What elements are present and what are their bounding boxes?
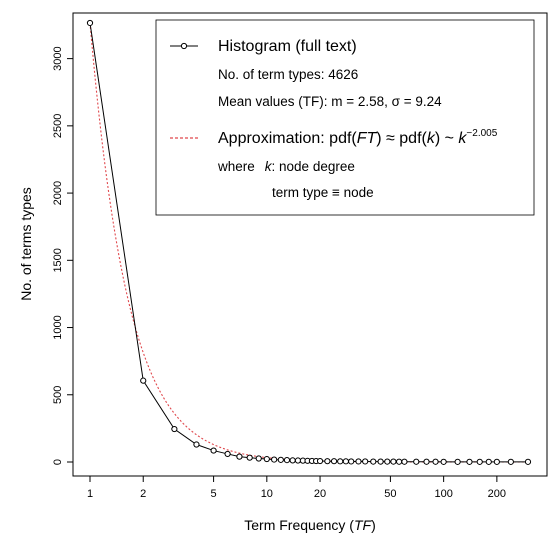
histogram-point xyxy=(476,458,483,465)
legend-mean-line: Mean values (TF): m = 2.58, σ = 9.24 xyxy=(218,94,442,109)
histogram-point xyxy=(283,457,291,464)
histogram-point xyxy=(294,457,302,464)
plot-frame xyxy=(72,12,548,477)
legend-where-k: k xyxy=(265,159,273,174)
legend-histogram-marker xyxy=(180,42,188,50)
legend-approx-exponent: −2.005 xyxy=(466,128,497,139)
y-tick-label: 2500 xyxy=(52,114,64,138)
legend-box xyxy=(155,19,535,216)
legend-where-line: where k: node degree xyxy=(217,159,355,174)
y-tick-label: 1000 xyxy=(52,315,64,339)
legend-approx-part1: Approximation: pdf( xyxy=(218,130,357,147)
y-tick-label: 3000 xyxy=(52,46,64,70)
histogram-point xyxy=(370,458,377,465)
histogram-point xyxy=(413,458,420,465)
x-tick-label: 50 xyxy=(384,488,396,500)
histogram-point xyxy=(316,457,324,465)
y-tick-label: 1500 xyxy=(52,248,64,272)
histogram-point xyxy=(396,458,403,465)
x-tick-label: 100 xyxy=(434,488,452,500)
histogram-point xyxy=(255,455,262,462)
histogram-point xyxy=(507,458,514,465)
legend-approx-k: k xyxy=(427,130,436,147)
histogram-point xyxy=(485,458,492,465)
x-tick-label: 20 xyxy=(314,488,326,500)
histogram-point xyxy=(271,456,278,463)
x-axis-title-prefix: Term Frequency ( xyxy=(244,517,354,533)
x-tick-label: 1 xyxy=(87,488,93,500)
legend: Histogram (full text) No. of term types:… xyxy=(155,19,535,216)
y-axis-title: No. of terms types xyxy=(18,187,34,301)
histogram-point xyxy=(246,454,253,461)
y-axis: 0 500 1000 1500 2000 2500 3000 xyxy=(52,46,73,465)
x-tick-label: 10 xyxy=(261,488,273,500)
histogram-point xyxy=(348,458,355,465)
histogram-point xyxy=(140,377,147,384)
histogram-point xyxy=(355,458,362,465)
legend-approx-part3: ) ~ xyxy=(435,130,459,147)
histogram-point xyxy=(236,453,243,460)
x-tick-label: 5 xyxy=(211,488,217,500)
histogram-point xyxy=(224,450,231,458)
histogram-point xyxy=(210,447,217,454)
histogram-point xyxy=(423,458,430,465)
histogram-point xyxy=(440,458,447,465)
x-axis-title-var: TF xyxy=(354,517,373,533)
legend-where-rest: : node degree xyxy=(272,159,355,174)
histogram-point xyxy=(401,458,408,465)
x-axis: 1 2 5 10 20 50 100 200 xyxy=(87,476,506,500)
histogram-series xyxy=(86,19,532,465)
histogram-point xyxy=(277,456,284,463)
legend-approx-ft: FT xyxy=(357,130,378,147)
histogram-point xyxy=(337,458,344,465)
histogram-point xyxy=(289,457,296,464)
histogram-point xyxy=(454,458,461,465)
histogram-point xyxy=(193,441,200,448)
legend-count-line: No. of term types: 4626 xyxy=(218,67,358,82)
y-tick-label: 2000 xyxy=(52,181,64,205)
legend-where-word: where xyxy=(217,159,255,174)
histogram-point xyxy=(377,458,384,465)
x-tick-label: 2 xyxy=(140,488,146,500)
histogram-point xyxy=(493,458,500,465)
histogram-point xyxy=(524,458,532,465)
histogram-point xyxy=(342,458,349,465)
histogram-point xyxy=(432,458,439,465)
legend-histogram-label: Histogram (full text) xyxy=(218,38,357,55)
legend-approx-part2: ) ≈ pdf( xyxy=(376,130,427,147)
legend-term-line: term type ≡ node xyxy=(272,185,374,200)
x-tick-label: 200 xyxy=(488,488,506,500)
histogram-point xyxy=(330,458,338,465)
y-tick-label: 500 xyxy=(52,386,64,404)
histogram-point xyxy=(324,458,331,465)
histogram-point xyxy=(86,19,94,27)
histogram-point xyxy=(390,458,397,465)
x-axis-title-suffix: ) xyxy=(371,517,376,533)
y-tick-label: 0 xyxy=(52,459,64,465)
histogram-point xyxy=(362,458,369,465)
x-axis-title: Term Frequency (TF) xyxy=(244,517,375,533)
histogram-point xyxy=(263,455,270,463)
histogram-point xyxy=(171,425,178,433)
histogram-point xyxy=(384,458,391,465)
histogram-point xyxy=(466,458,473,465)
legend-approx-k2: k xyxy=(458,130,467,147)
legend-approx-label: Approximation: pdf(FT) ≈ pdf(k) ~ k−2.00… xyxy=(218,128,498,147)
